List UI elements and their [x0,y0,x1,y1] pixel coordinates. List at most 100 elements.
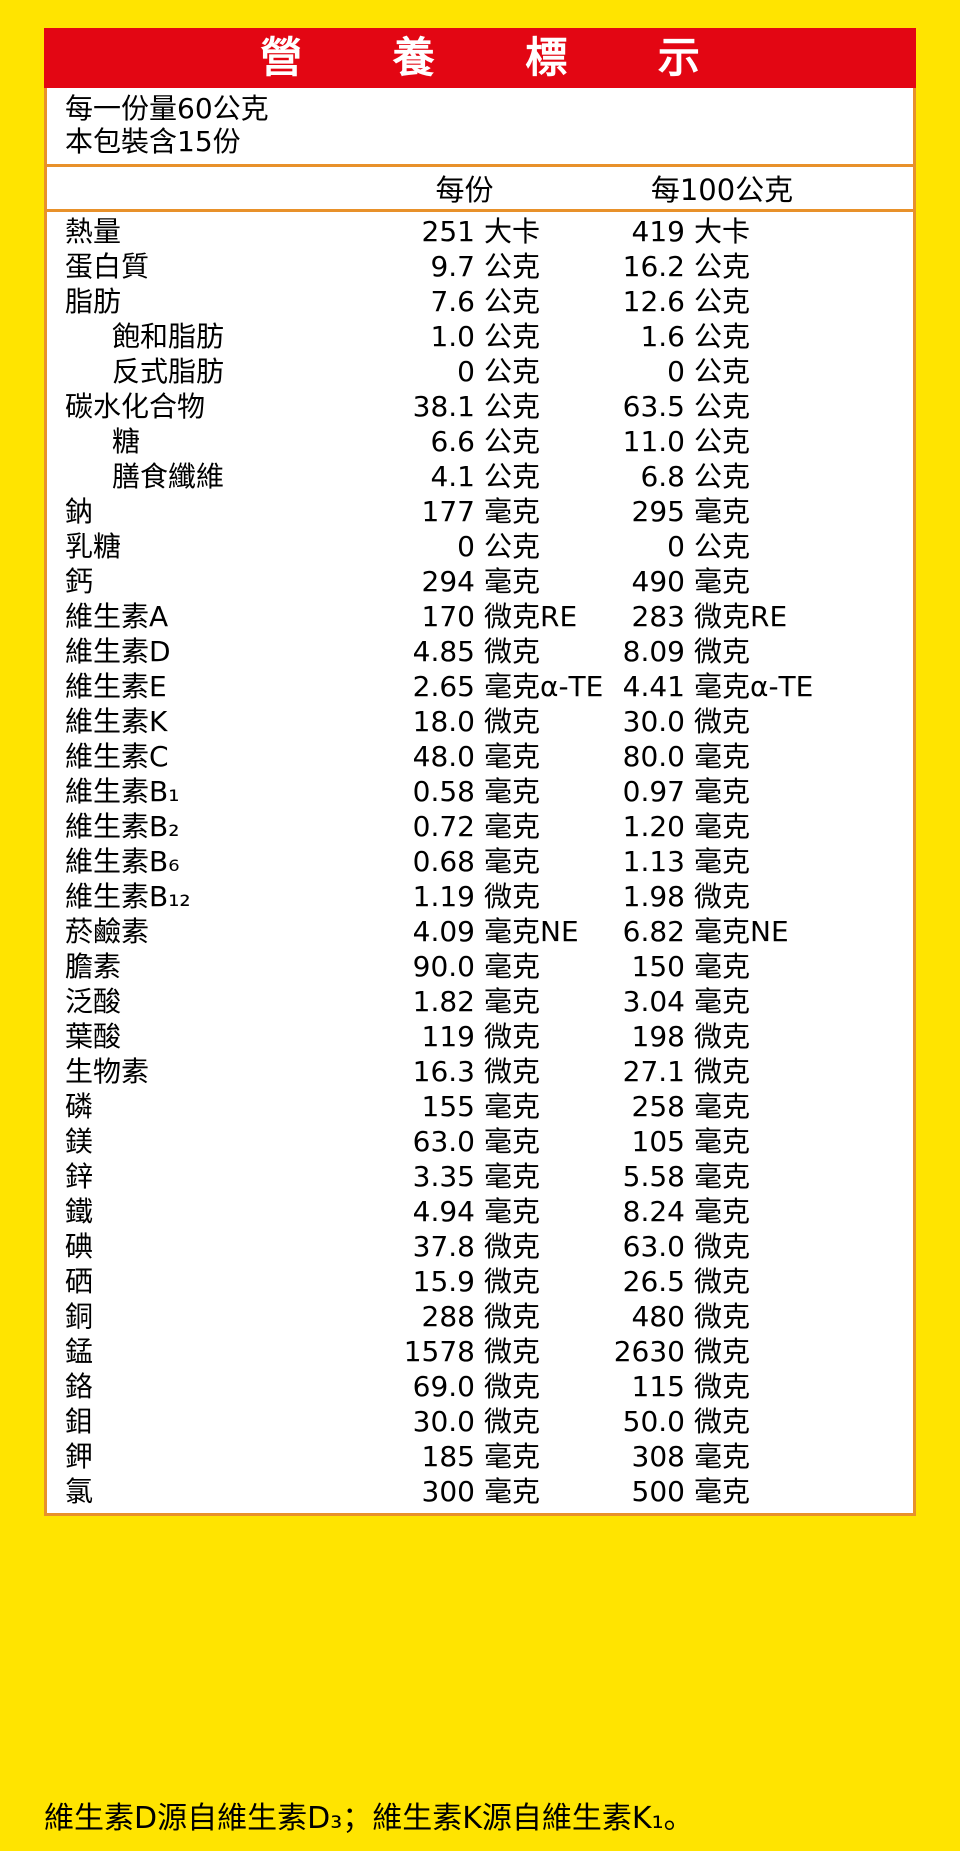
per-serving-unit: 毫克 [484,950,541,983]
nutrition-rows-container: 熱量 251 大卡 419 大卡 蛋白質 9.7 公克 16.2 公克 脂肪 7.6 公克 12.6 公克飽… [47,212,913,1513]
nutrient-name: 鈣 [65,565,94,598]
table-row: 飽和脂肪 1.0 公克 1.6 公克 [47,319,913,354]
per-100g-unit: 毫克 [694,1125,751,1158]
per-100g-unit: 微克 [694,1370,751,1403]
nutrient-name: 反式脂肪 [112,355,225,388]
nutrient-name: 膽素 [65,950,122,983]
per-100g-value: 295 [631,495,685,528]
table-row: 維生素A 170 微克RE 283 微克RE [47,599,913,634]
per-100g-value: 27.1 [622,1055,685,1088]
per-100g-value: 26.5 [622,1265,685,1298]
per-100g-value: 105 [631,1125,685,1158]
per-serving-value: 170 [421,600,475,633]
table-row: 鉬 30.0 微克 50.0 微克 [47,1404,913,1439]
per-serving-value: 0.72 [412,810,475,843]
per-100g-unit: 大卡 [694,215,751,248]
per-serving-value: 155 [421,1090,475,1123]
per-100g-unit: 毫克NE [694,915,789,948]
nutrient-name: 葉酸 [65,1020,122,1053]
per-100g-value: 1.20 [622,810,685,843]
table-row: 鐵 4.94 毫克 8.24 毫克 [47,1194,913,1229]
table-row: 膽素 90.0 毫克 150 毫克 [47,949,913,984]
table-row: 硒 15.9 微克 26.5 微克 [47,1264,913,1299]
table-row: 熱量 251 大卡 419 大卡 [47,214,913,249]
per-100g-unit: 毫克 [694,775,751,808]
nutrient-name: 鎂 [65,1125,94,1158]
nutrient-name: 泛酸 [65,985,122,1018]
per-100g-unit: 毫克 [694,1090,751,1123]
per-serving-unit: 微克RE [484,600,578,633]
per-100g-unit: 毫克α-TE [694,670,814,703]
per-serving-value: 48.0 [412,740,475,773]
per-serving-unit: 微克 [484,1230,541,1263]
nutrient-name: 鐵 [65,1195,94,1228]
nutrient-name: 膳食纖維 [112,460,225,493]
per-100g-unit: 毫克 [694,950,751,983]
table-row: 鎂 63.0 毫克 105 毫克 [47,1124,913,1159]
table-row: 葉酸 119 微克 198 微克 [47,1019,913,1054]
per-100g-value: 50.0 [622,1405,685,1438]
table-row: 碳水化合物 38.1 公克 63.5 公克 [47,389,913,424]
per-100g-value: 115 [631,1370,685,1403]
nutrient-name: 磷 [65,1090,94,1123]
per-serving-value: 288 [421,1300,475,1333]
nutrient-name: 碳水化合物 [65,390,206,423]
per-serving-unit: 公克 [484,320,541,353]
table-row: 鉻 69.0 微克 115 微克 [47,1369,913,1404]
per-100g-value: 419 [631,215,685,248]
nutrient-name: 錳 [65,1335,94,1368]
per-100g-value: 3.04 [622,985,685,1018]
per-100g-unit: 毫克 [694,1160,751,1193]
table-row: 膳食纖維 4.1 公克 6.8 公克 [47,459,913,494]
table-row: 錳 1578 微克 2630 微克 [47,1334,913,1369]
per-serving-unit: 毫克α-TE [484,670,604,703]
per-serving-value: 0.58 [412,775,475,808]
per-serving-unit: 毫克 [484,775,541,808]
per-serving-unit: 毫克NE [484,915,579,948]
serving-info-block: 每一份量60公克 本包裝含15份 [47,88,913,167]
nutrient-name: 鋅 [65,1160,94,1193]
table-row: 泛酸 1.82 毫克 3.04 毫克 [47,984,913,1019]
nutrient-name: 硒 [65,1265,94,1298]
per-serving-unit: 毫克 [484,1475,541,1508]
per-100g-unit: 公克 [694,390,751,423]
per-100g-unit: 毫克 [694,1440,751,1473]
per-serving-value: 1.19 [412,880,475,913]
per-100g-unit: 微克 [694,1405,751,1438]
nutrition-table-box: 每一份量60公克 本包裝含15份 每份 每100公克 熱量 251 大卡 419 大卡蛋… [44,88,916,1516]
per-100g-unit: 微克 [694,705,751,738]
per-100g-value: 63.0 [622,1230,685,1263]
per-serving-value: 251 [421,215,475,248]
per-serving-unit: 微克 [484,1300,541,1333]
per-100g-unit: 公克 [694,460,751,493]
nutrient-name: 維生素B₁₂ [65,880,191,913]
per-100g-unit: 公克 [694,250,751,283]
per-100g-value: 8.24 [622,1195,685,1228]
nutrient-name: 脂肪 [65,285,122,318]
per-100g-unit: 公克 [694,285,751,318]
per-serving-value: 18.0 [412,705,475,738]
per-100g-unit: 公克 [694,355,751,388]
per-100g-unit: 微克 [694,880,751,913]
nutrient-name: 鉬 [65,1405,94,1438]
per-serving-value: 30.0 [412,1405,475,1438]
per-serving-value: 4.1 [430,460,475,493]
per-serving-value: 16.3 [412,1055,475,1088]
footnote-text: 維生素D源自維生素D₃；維生素K源自維生素K₁。 [44,1801,694,1836]
per-serving-value: 38.1 [412,390,475,423]
per-100g-value: 30.0 [622,705,685,738]
per-serving-unit: 公克 [484,355,541,388]
table-row: 反式脂肪 0 公克 0 公克 [47,354,913,389]
table-row: 碘 37.8 微克 63.0 微克 [47,1229,913,1264]
table-column-header-row: 每份 每100公克 [47,167,913,212]
page-title: 營 養 標 示 [260,33,738,82]
table-row: 蛋白質 9.7 公克 16.2 公克 [47,249,913,284]
per-serving-unit: 微克 [484,1370,541,1403]
nutrient-name: 糖 [112,425,141,458]
per-100g-unit: 毫克 [694,810,751,843]
table-row: 維生素B₁ 0.58 毫克 0.97 毫克 [47,774,913,809]
per-serving-value: 1578 [403,1335,475,1368]
table-row: 鈉 177 毫克 295 毫克 [47,494,913,529]
per-serving-value: 4.85 [412,635,475,668]
per-serving-value: 294 [421,565,475,598]
